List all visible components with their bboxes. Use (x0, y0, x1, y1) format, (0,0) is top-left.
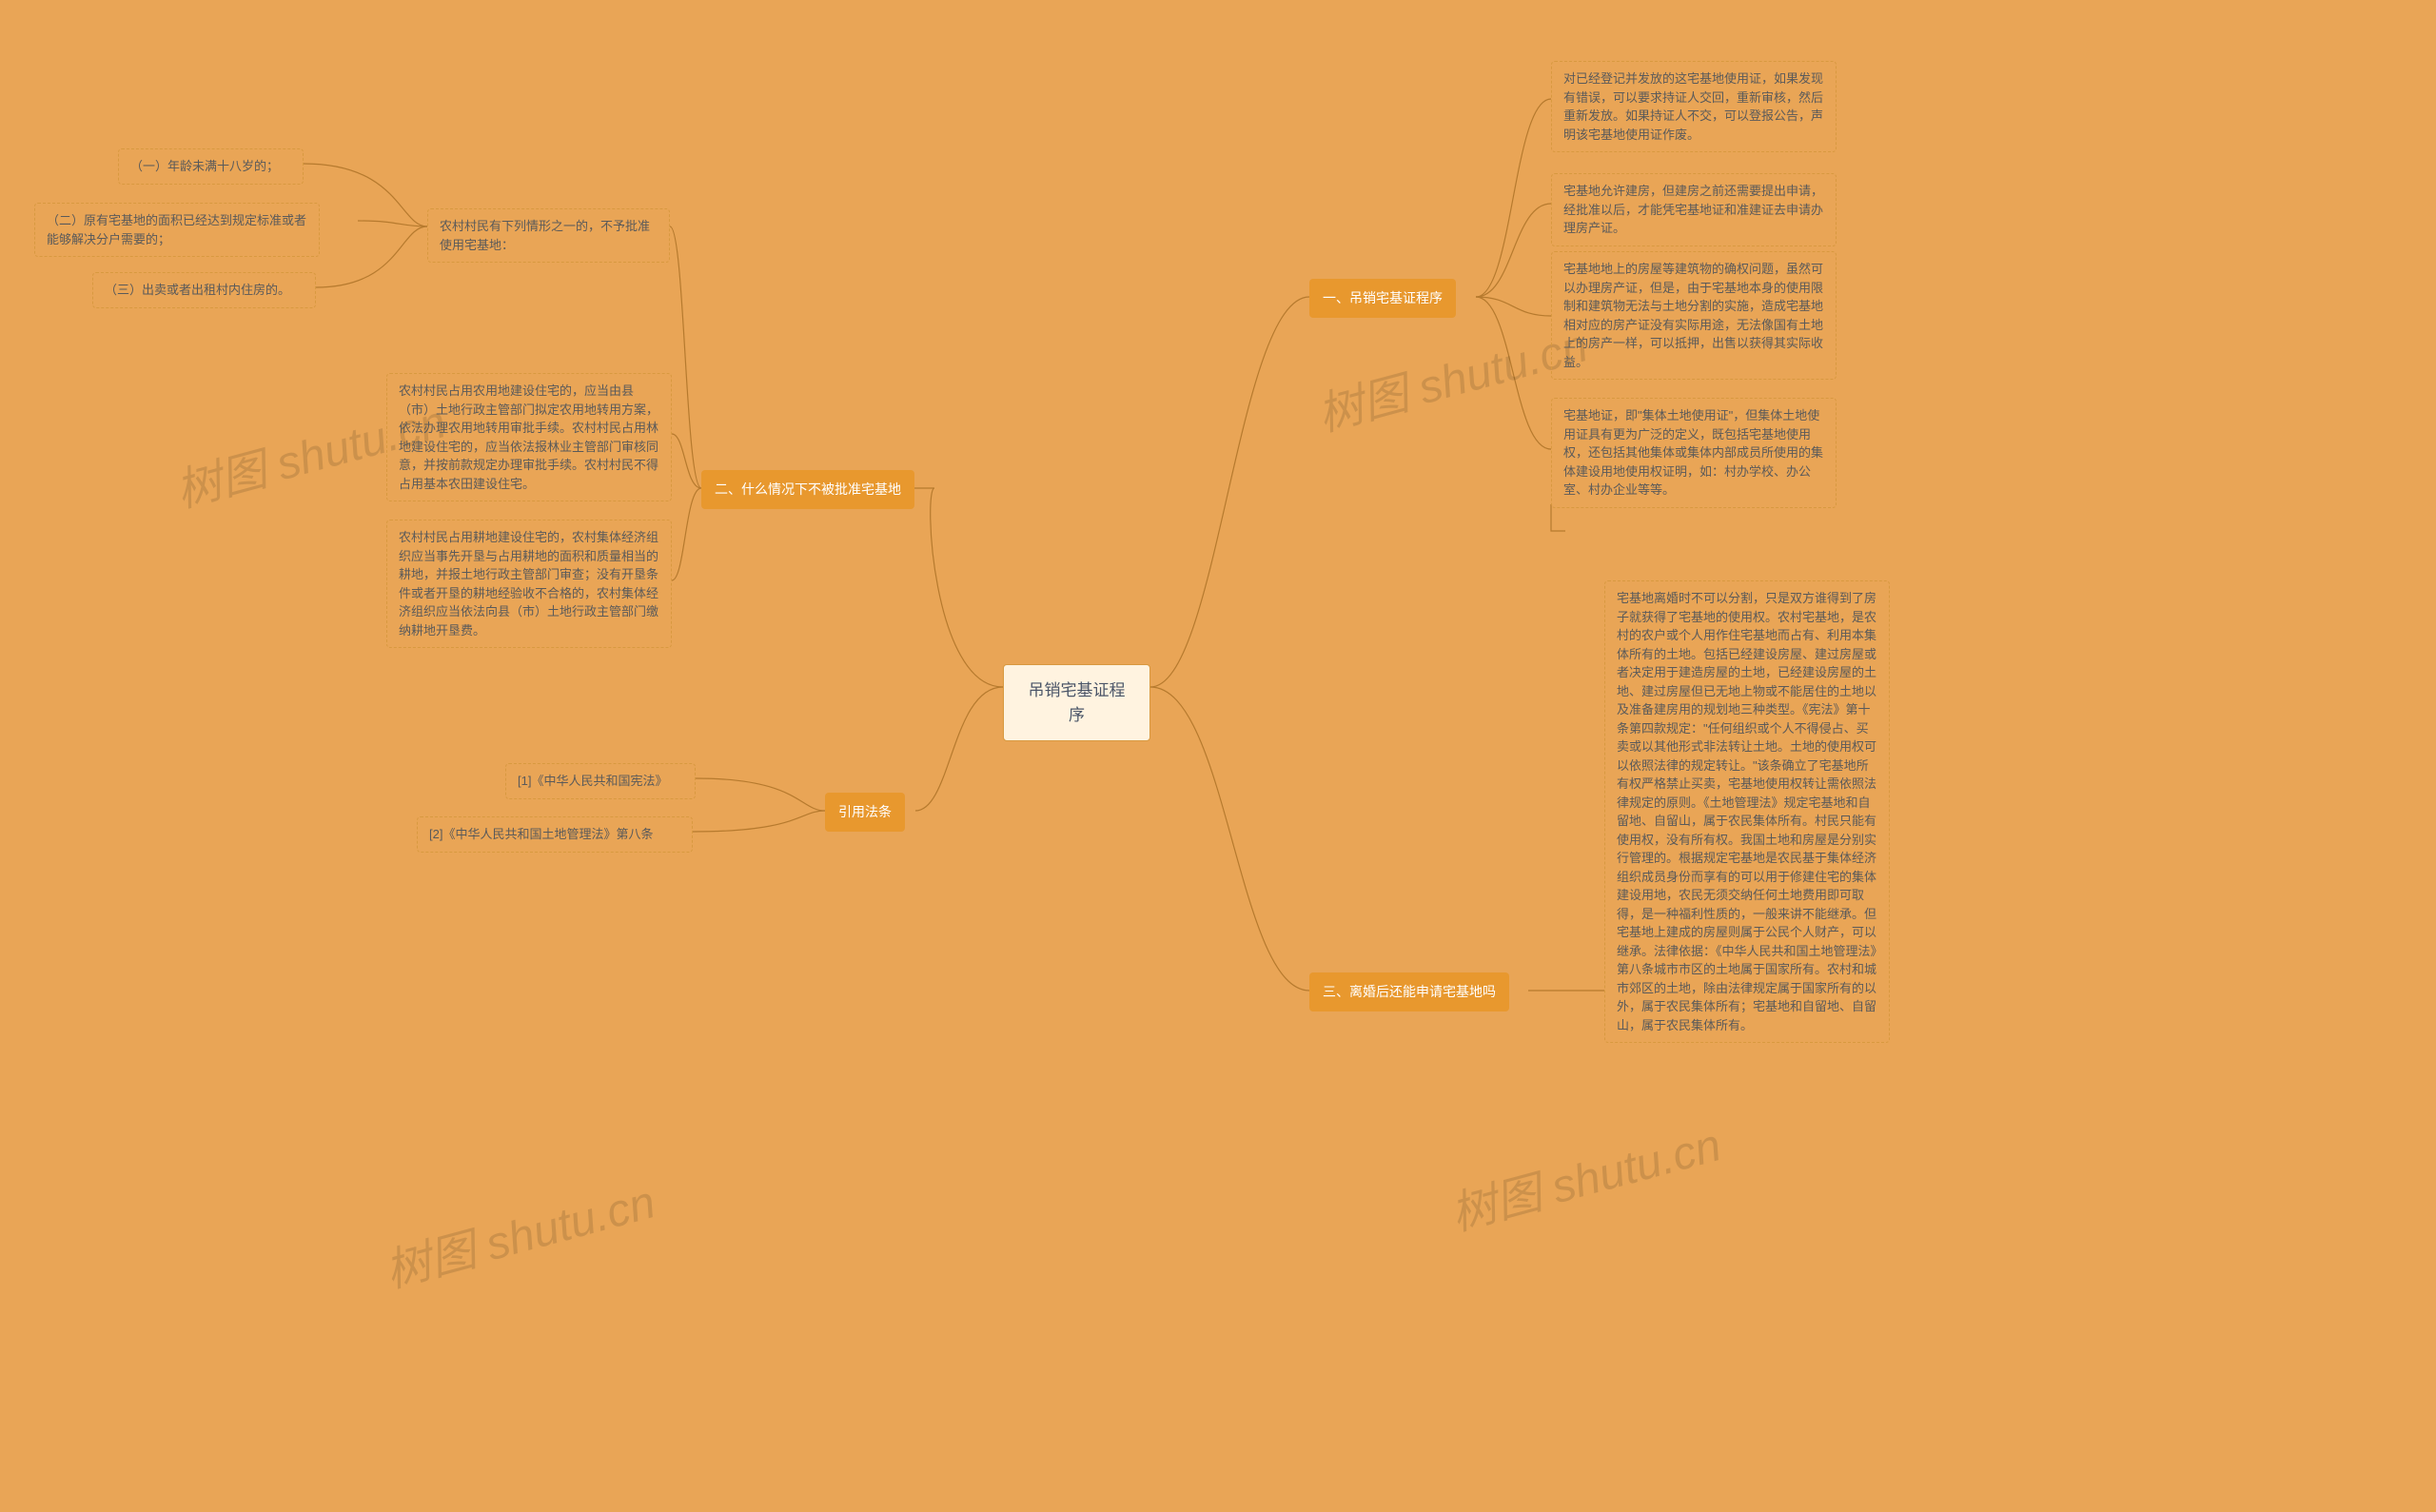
branch-2-leaf-1: 农村村民有下列情形之一的，不予批准使用宅基地： (427, 208, 670, 263)
connector-layer (0, 0, 2436, 1512)
branch-4-leaf-1: [1]《中华人民共和国宪法》 (505, 763, 696, 799)
watermark: 树图 shutu.cn (1443, 1108, 1727, 1244)
root-node: 吊销宅基证程序 (1003, 664, 1150, 741)
watermark: 树图 shutu.cn (377, 1165, 661, 1301)
branch-2-leaf-3: 农村村民占用耕地建设住宅的，农村集体经济组织应当事先开垦与占用耕地的面积和质量相… (386, 520, 672, 648)
branch-2-leaf-1b: （二）原有宅基地的面积已经达到规定标准或者能够解决分户需要的； (34, 203, 320, 257)
branch-2-leaf-1c: （三）出卖或者出租村内住房的。 (92, 272, 316, 308)
branch-1: 一、吊销宅基证程序 (1309, 279, 1456, 318)
branch-3: 三、离婚后还能申请宅基地吗 (1309, 972, 1509, 1011)
branch-2-leaf-2: 农村村民占用农用地建设住宅的，应当由县（市）土地行政主管部门拟定农用地转用方案，… (386, 373, 672, 501)
branch-2-leaf-1a: （一）年龄未满十八岁的； (118, 148, 304, 185)
branch-1-leaf-3: 宅基地地上的房屋等建筑物的确权问题，虽然可以办理房产证，但是，由于宅基地本身的使… (1551, 251, 1837, 380)
branch-1-leaf-4: 宅基地证，即"集体土地使用证"，但集体土地使用证具有更为广泛的定义，既包括宅基地… (1551, 398, 1837, 508)
branch-2: 二、什么情况下不被批准宅基地 (701, 470, 914, 509)
branch-4: 引用法条 (825, 793, 905, 832)
branch-4-leaf-2: [2]《中华人民共和国土地管理法》第八条 (417, 816, 693, 853)
branch-3-leaf-1: 宅基地离婚时不可以分割，只是双方谁得到了房子就获得了宅基地的使用权。农村宅基地，… (1604, 580, 1890, 1043)
branch-1-leaf-1: 对已经登记并发放的这宅基地使用证，如果发现有错误，可以要求持证人交回，重新审核，… (1551, 61, 1837, 152)
branch-1-leaf-2: 宅基地允许建房，但建房之前还需要提出申请，经批准以后，才能凭宅基地证和准建证去申… (1551, 173, 1837, 246)
